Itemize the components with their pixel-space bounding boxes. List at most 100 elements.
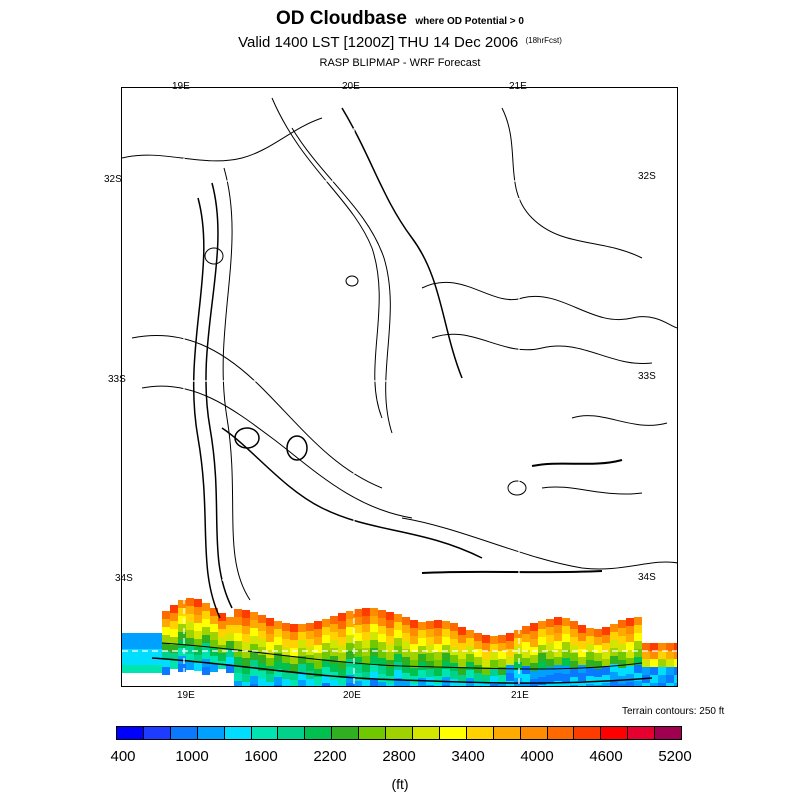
cloudbase-cell [258,631,266,639]
cloudbase-cell [346,627,354,635]
cloudbase-cell [338,637,346,645]
map-plot-area [121,87,678,687]
cloudbase-cell [594,653,602,661]
cloudbase-cell [402,625,410,633]
color-scale-swatch [143,727,171,739]
cloudbase-cell [154,665,162,673]
cloudbase-cell [186,646,194,654]
cloudbase-cell [290,624,298,632]
cloudbase-cell [210,656,218,664]
cloudbase-cell [226,617,234,625]
cloudbase-cell [370,616,378,624]
cloudbase-cell [130,657,138,665]
cloudbase-cell [290,664,298,672]
cloudbase-cell [450,631,458,639]
terrain-contour [151,657,653,684]
cloudbase-cell [546,619,554,627]
cloudbase-cell [618,684,626,686]
cloudbase-cell [330,680,338,686]
cloudbase-cell [362,608,370,616]
cloudbase-cell [154,633,162,641]
cloudbase-cell [242,674,250,682]
cloudbase-cell [602,627,610,635]
cloudbase-cell [562,658,570,666]
cloudbase-cell [162,651,170,659]
cloudbase-cell [538,645,546,653]
graticule [122,88,677,686]
cloudbase-cell [426,661,434,669]
cloudbase-cell [506,657,514,665]
cloudbase-cell [626,666,634,674]
cloudbase-cell [370,640,378,648]
lat-label-right-32s: 32S [638,171,656,182]
cloudbase-cell [258,615,266,623]
terrain-contour [541,486,643,495]
cloudbase-cell [394,638,402,646]
cloudbase-cell [362,680,370,686]
color-scale-swatch [305,727,333,739]
cloudbase-cell [586,652,594,660]
cloudbase-cell [586,644,594,652]
cloudbase-cell [154,641,162,649]
cloudbase-cell [298,672,306,680]
cloudbase-cell [354,633,362,641]
cloudbase-cell [338,685,346,686]
color-scale-swatch [493,727,521,739]
cloudbase-cell [642,643,650,651]
cloudbase-cell [482,635,490,643]
cloudbase-cell [498,659,506,667]
color-scale-tick-label: 5200 [658,748,692,765]
cloudbase-cell [578,681,586,686]
cloudbase-cell [162,659,170,667]
cloudbase-cell [306,647,314,655]
cloudbase-cell [330,624,338,632]
cloudbase-cell [410,644,418,652]
cloudbase-cell [370,632,378,640]
cloudbase-cell [626,642,634,650]
terrain-contour [501,107,643,259]
cloudbase-cell [194,663,202,671]
cloudbase-cell [242,626,250,634]
cloudbase-cell [178,608,186,616]
cloudbase-cell [338,661,346,669]
lat-label-left-34s: 34S [115,573,133,584]
cloudbase-cell [322,635,330,643]
cloudbase-cell [658,683,666,686]
cloudbase-cell [250,620,258,628]
cloudbase-cell [426,629,434,637]
cloudbase-cell [554,681,562,686]
cloudbase-cell [210,632,218,640]
cloudbase-cell [602,635,610,643]
cloudbase-cell [370,608,378,616]
cloudbase-cell [506,649,514,657]
cloudbase-cell [266,634,274,642]
cloudbase-cell [162,635,170,643]
cloudbase-cell [402,681,410,686]
cloudbase-cell [322,651,330,659]
cloudbase-cell [162,619,170,627]
cloudbase-cell [210,616,218,624]
cloudbase-cell [330,640,338,648]
cloudbase-cell [426,621,434,629]
cloudbase-cell [578,625,586,633]
cloudbase-cell [242,610,250,618]
cloudbase-cell [306,639,314,647]
cloudbase-cell [482,643,490,651]
cloudbase-cell [466,662,474,670]
cloudbase-cell [282,631,290,639]
cloudbase-cell [322,675,330,683]
cloudbase-cell [178,648,186,656]
cloudbase-cell [354,649,362,657]
cloudbase-cell [322,667,330,675]
cloudbase-cell [146,657,154,665]
cloudbase-cell [666,683,674,686]
cloudbase-cell [642,683,650,686]
terrain-contour [141,385,413,519]
cloudbase-cell [186,598,194,606]
cloudbase-cell [378,642,386,650]
cloudbase-cell [314,661,322,669]
cloudbase-cell [490,636,498,644]
cloudbase-cell [546,659,554,667]
map-title: OD Cloudbase where OD Potential > 0 [0,8,800,30]
cloudbase-cell [346,659,354,667]
